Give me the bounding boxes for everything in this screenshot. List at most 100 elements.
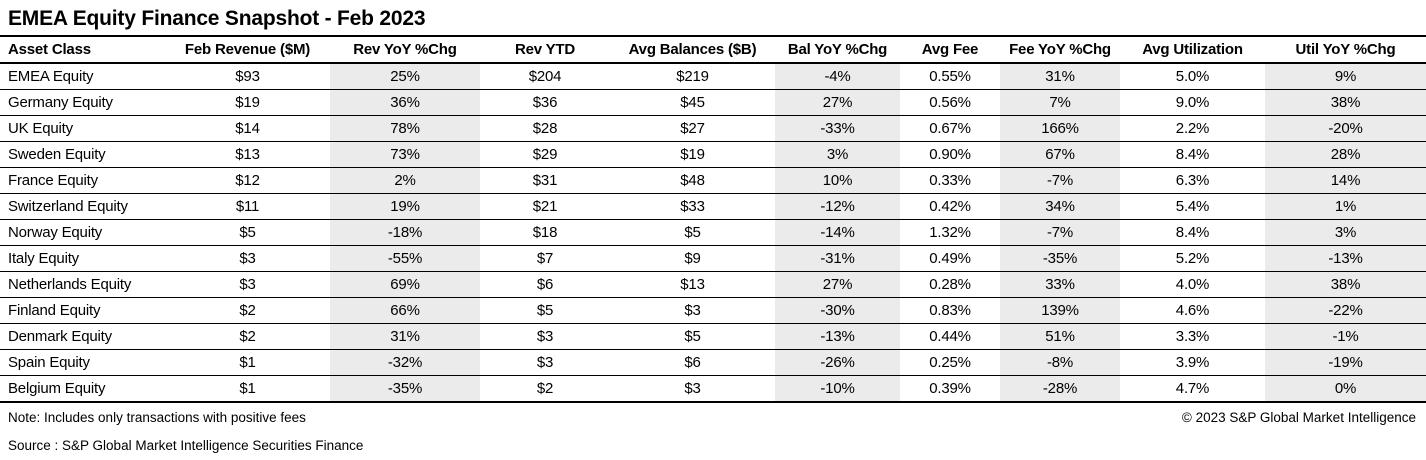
table-cell: 4.7% (1120, 375, 1265, 403)
header-cell-feb-revenue-m: Feb Revenue ($M) (165, 36, 330, 64)
table-row: Finland Equity $2 66% $5 $3 -30% 0.83% 139% 4.6%… (0, 297, 1426, 324)
table-cell: 38% (1265, 89, 1426, 116)
table-cell: 0.56% (900, 89, 1000, 116)
table-cell: 0.28% (900, 271, 1000, 298)
table-cell: 1% (1265, 193, 1426, 220)
table-cell: -32% (330, 349, 480, 376)
table-cell: $5 (610, 219, 775, 246)
table-cell: $3 (610, 297, 775, 324)
asset-class-cell: Norway Equity (0, 219, 165, 246)
table-row: EMEA Equity $93 25% $204 $219 -4% 0.55% 31% 5.0%… (0, 63, 1426, 90)
table-row: Denmark Equity $2 31% $3 $5 -13% 0.44% 51% 3.3% -… (0, 323, 1426, 350)
table-cell: 0% (1265, 375, 1426, 403)
table-cell: -35% (1000, 245, 1120, 272)
table-cell: $27 (610, 115, 775, 142)
table-cell: $33 (610, 193, 775, 220)
table-cell: 27% (775, 89, 900, 116)
table-cell: $12 (165, 167, 330, 194)
header-cell-rev-ytd: Rev YTD (480, 36, 610, 64)
table-cell: 166% (1000, 115, 1120, 142)
table-cell: 7% (1000, 89, 1120, 116)
table-cell: $13 (610, 271, 775, 298)
table-cell: -31% (775, 245, 900, 272)
header-row: Asset Class Feb Revenue ($M) Rev YoY %Chg R… (0, 36, 1426, 64)
table-cell: $6 (480, 271, 610, 298)
header-cell-avg-fee: Avg Fee (900, 36, 1000, 64)
table-cell: $93 (165, 63, 330, 90)
table-cell: $5 (480, 297, 610, 324)
table-cell: $3 (165, 271, 330, 298)
table-cell: $19 (165, 89, 330, 116)
table-cell: -4% (775, 63, 900, 90)
table-cell: 0.33% (900, 167, 1000, 194)
table-cell: $6 (610, 349, 775, 376)
table-cell: $5 (165, 219, 330, 246)
table-cell: -28% (1000, 375, 1120, 403)
table-cell: -13% (775, 323, 900, 350)
source-text: Source : S&P Global Market Intelligence … (8, 438, 364, 453)
header-cell-avg-utilization: Avg Utilization (1120, 36, 1265, 64)
asset-class-cell: UK Equity (0, 115, 165, 142)
table-cell: $13 (165, 141, 330, 168)
table-cell: -10% (775, 375, 900, 403)
asset-class-cell: Sweden Equity (0, 141, 165, 168)
asset-class-cell: Italy Equity (0, 245, 165, 272)
table-cell: 139% (1000, 297, 1120, 324)
table-cell: $2 (165, 297, 330, 324)
table-cell: 25% (330, 63, 480, 90)
table-cell: -35% (330, 375, 480, 403)
table-cell: -26% (775, 349, 900, 376)
table-row: Italy Equity $3 -55% $7 $9 -31% 0.49% -35% 5.2% -… (0, 245, 1426, 272)
table-cell: 0.49% (900, 245, 1000, 272)
table-cell: 2% (330, 167, 480, 194)
table-cell: -55% (330, 245, 480, 272)
table-cell: -18% (330, 219, 480, 246)
asset-class-cell: Germany Equity (0, 89, 165, 116)
asset-class-cell: Finland Equity (0, 297, 165, 324)
asset-class-cell: EMEA Equity (0, 63, 165, 90)
table-row: Norway Equity $5 -18% $18 $5 -14% 1.32% -7% 8.4%… (0, 219, 1426, 246)
asset-class-cell: Spain Equity (0, 349, 165, 376)
table-cell: 1.32% (900, 219, 1000, 246)
table-cell: 6.3% (1120, 167, 1265, 194)
table-cell: $29 (480, 141, 610, 168)
table-cell: 0.83% (900, 297, 1000, 324)
header-cell-rev-yoy-chg: Rev YoY %Chg (330, 36, 480, 64)
asset-class-cell: Switzerland Equity (0, 193, 165, 220)
table-cell: 0.39% (900, 375, 1000, 403)
table-cell: 9.0% (1120, 89, 1265, 116)
table-cell: 31% (1000, 63, 1120, 90)
table-cell: 0.42% (900, 193, 1000, 220)
table-cell: $2 (165, 323, 330, 350)
table-cell: $5 (610, 323, 775, 350)
table-cell: 66% (330, 297, 480, 324)
table-cell: $204 (480, 63, 610, 90)
table-cell: $48 (610, 167, 775, 194)
table-cell: 9% (1265, 63, 1426, 90)
table-body: EMEA Equity $93 25% $204 $219 -4% 0.55% 31% 5.0%… (0, 63, 1426, 403)
table-cell: 0.90% (900, 141, 1000, 168)
table-cell: $3 (480, 323, 610, 350)
footer-row: Note: Includes only transactions with po… (0, 403, 1426, 425)
table-cell: 51% (1000, 323, 1120, 350)
table-row: Spain Equity $1 -32% $3 $6 -26% 0.25% -8% 3.9% -1… (0, 349, 1426, 376)
table-cell: 38% (1265, 271, 1426, 298)
asset-class-cell: Netherlands Equity (0, 271, 165, 298)
table-cell: 28% (1265, 141, 1426, 168)
table-cell: 4.0% (1120, 271, 1265, 298)
table-cell: -33% (775, 115, 900, 142)
table-row: Sweden Equity $13 73% $29 $19 3% 0.90% 67% 8.4% 2… (0, 141, 1426, 168)
table-cell: 0.67% (900, 115, 1000, 142)
table-cell: -30% (775, 297, 900, 324)
table-cell: -7% (1000, 219, 1120, 246)
table-cell: $7 (480, 245, 610, 272)
table-cell: -12% (775, 193, 900, 220)
table-cell: 27% (775, 271, 900, 298)
note-text: Note: Includes only transactions with po… (8, 410, 306, 425)
table-cell: 8.4% (1120, 141, 1265, 168)
table-cell: 2.2% (1120, 115, 1265, 142)
table-cell: $9 (610, 245, 775, 272)
table-header: Asset Class Feb Revenue ($M) Rev YoY %Chg R… (0, 36, 1426, 64)
table-row: Switzerland Equity $11 19% $21 $33 -12% 0.42% 3… (0, 193, 1426, 220)
header-cell-asset-class: Asset Class (0, 36, 165, 64)
